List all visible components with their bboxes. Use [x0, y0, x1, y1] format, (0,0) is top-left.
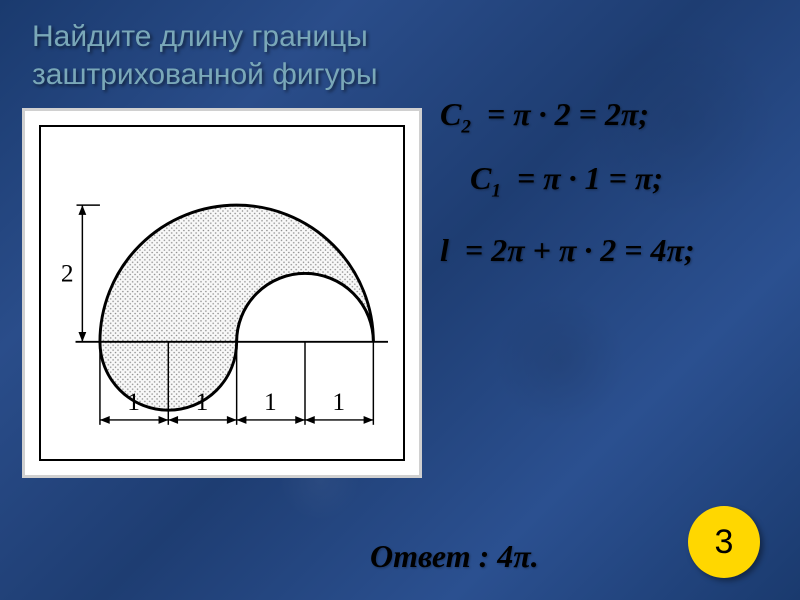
- figure-container: 2 1 1 1 1: [22, 108, 422, 478]
- dim-y-arrow-bot: [78, 332, 86, 342]
- equation-c1: C1 = π · 1 = π;: [470, 160, 663, 202]
- dim-x-label-2: 1: [264, 388, 277, 416]
- geometry-diagram: 2 1 1 1 1: [41, 127, 403, 459]
- answer-label: Ответ :: [370, 538, 489, 574]
- slide-number-badge: 3: [688, 506, 760, 578]
- eq1-rhs: π · 2 = 2π;: [513, 96, 649, 132]
- eq1-var: C: [440, 96, 461, 132]
- eq3-var: l: [440, 232, 449, 268]
- answer-value: 4π.: [497, 538, 538, 574]
- eq3-rhs: 2π + π · 2 = 4π;: [491, 232, 695, 268]
- title-line1: Найдите длину границы: [32, 20, 368, 53]
- eq2-rhs: π · 1 = π;: [543, 160, 663, 196]
- dim-y-label: 2: [61, 259, 74, 287]
- dim-y-arrow-top: [78, 205, 86, 215]
- dim-x-label-3: 1: [332, 388, 345, 416]
- eq2-sub: 1: [491, 180, 501, 201]
- slide-title: Найдите длину границы заштрихованной фиг…: [32, 18, 378, 93]
- equation-c2: C2 = π · 2 = 2π;: [440, 96, 649, 138]
- equation-l: l = 2π + π · 2 = 4π;: [440, 232, 695, 269]
- figure-frame: 2 1 1 1 1: [39, 125, 405, 461]
- dim-x-label-0: 1: [127, 388, 140, 416]
- eq2-var: C: [470, 160, 491, 196]
- title-line2: заштрихованной фигуры: [32, 58, 378, 91]
- answer-line: Ответ : 4π.: [370, 538, 539, 575]
- slide-number: 3: [715, 523, 734, 562]
- eq1-sub: 2: [461, 116, 471, 137]
- dim-x-label-1: 1: [196, 388, 209, 416]
